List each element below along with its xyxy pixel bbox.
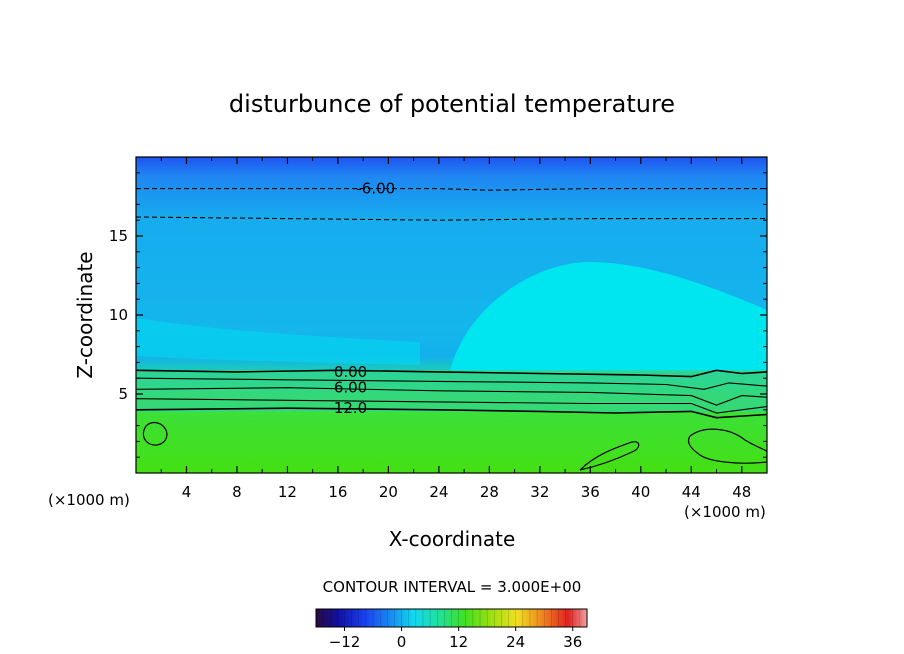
contour-line [136, 398, 767, 414]
x-tick-label: 8 [232, 483, 242, 501]
contour-label: 6.00 [334, 379, 367, 397]
x-tick-label: 20 [379, 483, 398, 501]
colorbar-tick-label: 36 [563, 633, 582, 651]
y-axis-label: Z-coordinate [73, 251, 97, 378]
contour-label: 12.0 [334, 399, 367, 417]
bottom-cell-left [142, 421, 168, 446]
bottom-cell-right [687, 428, 767, 464]
colorbar-tick-label: −12 [329, 633, 361, 651]
y-axis: 5 10 15 [109, 172, 767, 458]
contour-label: -6.00 [356, 180, 395, 198]
colorbar-stripes [322, 609, 581, 627]
x-tick-label: 4 [182, 483, 192, 501]
contour-interval-text: CONTOUR INTERVAL = 3.000E+00 [323, 578, 582, 596]
contour-line [136, 387, 767, 406]
colorbar-tick-label: 0 [397, 633, 407, 651]
y-tick-label: 10 [109, 306, 128, 324]
x-unit-right: (×1000 m) [684, 503, 766, 521]
contour-label: 0.00 [334, 363, 367, 381]
contour-line [136, 216, 767, 221]
x-tick-label: 24 [429, 483, 448, 501]
x-unit-left: (×1000 m) [48, 491, 130, 509]
chart-title: disturbunce of potential temperature [229, 90, 675, 118]
x-tick-label: 32 [530, 483, 549, 501]
contour-labels: -6.00 0.006.00 12.0 [334, 180, 395, 418]
contour-lines [136, 188, 767, 419]
contour-line [136, 369, 767, 378]
plume-region [450, 262, 767, 372]
x-tick-label: 16 [328, 483, 347, 501]
x-tick-label: 36 [581, 483, 600, 501]
contour-line [136, 407, 767, 419]
colorbar: −12 0 12 24 36 [315, 608, 588, 651]
x-axis-label: X-coordinate [389, 527, 516, 551]
colorbar-tick-label: 24 [506, 633, 525, 651]
upper-left-band [136, 318, 420, 365]
x-tick-label: 44 [682, 483, 701, 501]
colorbar-gradient [315, 608, 588, 628]
colorbar-ticks: −12 0 12 24 36 [329, 627, 582, 651]
x-tick-label: 40 [631, 483, 650, 501]
x-tick-label: 48 [732, 483, 751, 501]
y-tick-label: 15 [109, 227, 128, 245]
x-axis: 4 8 12 16 20 24 28 32 36 40 44 48 [160, 157, 751, 501]
plot-area: -6.00 0.006.00 12.0 [136, 157, 767, 473]
colorbar-tick-label: 12 [449, 633, 468, 651]
contour-line [136, 188, 767, 191]
bottom-cell-mid [579, 441, 640, 471]
contour-line [136, 377, 767, 390]
x-tick-label: 28 [480, 483, 499, 501]
y-tick-label: 5 [118, 385, 128, 403]
x-tick-label: 12 [278, 483, 297, 501]
